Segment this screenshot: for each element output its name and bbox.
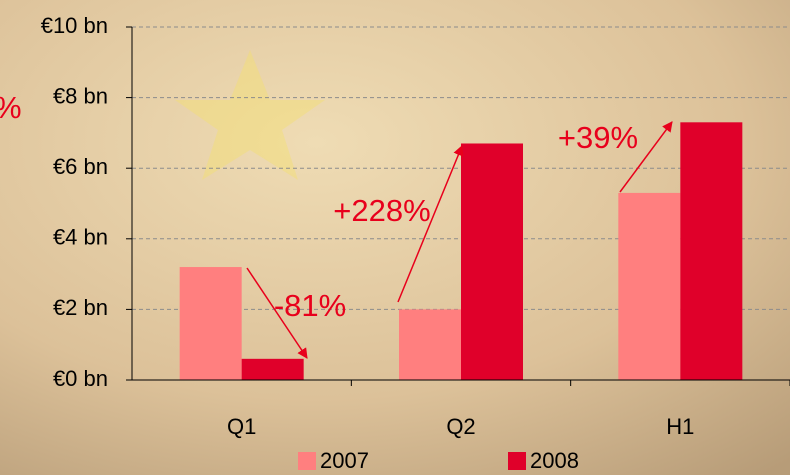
legend-swatch: [298, 452, 316, 470]
y-tick-label: €4 bn: [53, 225, 108, 250]
legend-label: 2008: [530, 448, 579, 473]
arrow: [397, 145, 464, 303]
arrow: [246, 267, 308, 359]
annotation: %: [0, 90, 22, 125]
arrows: [246, 121, 673, 359]
star-decoration: [175, 50, 325, 180]
x-tick-label: Q2: [446, 414, 475, 439]
bar: [680, 122, 743, 380]
arrow: [619, 121, 673, 193]
bar: [618, 192, 681, 380]
y-tick-label: €0 bn: [53, 366, 108, 391]
bar: [179, 267, 242, 380]
annotation: +39%: [558, 120, 638, 155]
annotation: -81%: [274, 288, 346, 323]
y-tick-label: €2 bn: [53, 295, 108, 320]
annotation: +228%: [333, 193, 430, 228]
x-tick-label: Q1: [227, 414, 256, 439]
legend-label: 2007: [320, 448, 369, 473]
bar: [461, 143, 523, 380]
y-tick-label: €6 bn: [53, 154, 108, 179]
bar: [241, 358, 304, 380]
legend-swatch: [508, 452, 526, 470]
x-tick-label: H1: [666, 414, 694, 439]
y-tick-label: €10 bn: [41, 13, 108, 38]
y-tick-label: €8 bn: [53, 83, 108, 108]
bar: [399, 309, 461, 380]
